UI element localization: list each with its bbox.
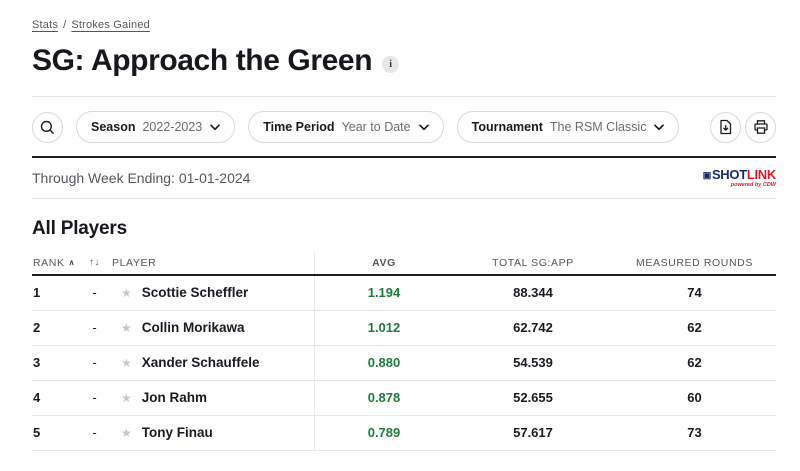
player-name[interactable]: Xander Schauffele <box>141 355 260 370</box>
avg-cell: 0.789 <box>367 425 401 440</box>
download-button[interactable] <box>710 111 741 143</box>
season-dropdown[interactable]: Season 2022-2023 <box>76 111 236 143</box>
favorite-star-icon[interactable]: ★ <box>121 285 132 300</box>
movement-sort-icon[interactable]: ↑↓ <box>88 257 101 268</box>
breadcrumb: Stats / Strokes Gained <box>32 0 776 31</box>
filter-divider <box>32 156 776 158</box>
breadcrumb-link-stats[interactable]: Stats <box>32 19 59 31</box>
page-title: SG: Approach the Green <box>32 44 373 77</box>
through-week-ending: Through Week Ending: 01-01-2024 <box>32 170 251 187</box>
movement-cell: - <box>92 285 97 300</box>
tournament-dropdown[interactable]: Tournament The RSM Classic <box>456 111 680 143</box>
breadcrumb-link-strokes-gained[interactable]: Strokes Gained <box>71 19 150 31</box>
season-label: Season <box>91 120 136 134</box>
table-header: RANK ∧ ↑↓ PLAYER AVG TOTAL SG:APP MEASUR… <box>32 251 776 276</box>
title-divider <box>32 96 776 97</box>
printer-icon <box>753 120 768 134</box>
shotlink-text-shot: SHOT <box>711 167 747 182</box>
avg-cell: 0.880 <box>367 355 401 370</box>
table-row[interactable]: 1 - ★ Scottie Scheffler 1.194 88.344 74 <box>32 275 776 311</box>
player-name[interactable]: Collin Morikawa <box>141 320 245 335</box>
download-file-icon <box>720 119 732 135</box>
shotlink-text-link: LINK <box>746 167 776 182</box>
avg-column-header[interactable]: AVG <box>372 256 396 269</box>
table-row[interactable]: 3 - ★ Xander Schauffele 0.880 54.539 62 <box>32 345 776 381</box>
favorite-star-icon[interactable]: ★ <box>121 355 132 370</box>
total-sg-app-cell: 57.617 <box>513 425 553 440</box>
chevron-down-icon <box>210 123 221 130</box>
player-name[interactable]: Jon Rahm <box>141 390 208 405</box>
movement-cell: - <box>92 390 97 405</box>
all-players-heading: All Players <box>32 217 127 239</box>
measured-rounds-cell: 73 <box>687 425 702 440</box>
rank-cell: 4 <box>33 390 41 405</box>
table-row[interactable]: 2 - ★ Collin Morikawa 1.012 62.742 62 <box>32 310 776 346</box>
breadcrumb-separator: / <box>63 19 67 31</box>
sort-ascending-caret-icon: ∧ <box>68 258 76 267</box>
avg-cell: 1.194 <box>367 285 401 300</box>
season-value: 2022-2023 <box>142 120 203 134</box>
total-sg-app-cell: 88.344 <box>513 285 553 300</box>
time-period-dropdown[interactable]: Time Period Year to Date <box>248 111 444 143</box>
player-name[interactable]: Scottie Scheffler <box>141 285 249 300</box>
tournament-label: Tournament <box>471 120 543 134</box>
print-button[interactable] <box>745 111 776 143</box>
rank-cell: 1 <box>33 285 41 300</box>
favorite-star-icon[interactable]: ★ <box>121 320 132 335</box>
through-week-divider <box>32 197 776 199</box>
chevron-down-icon <box>654 123 665 130</box>
time-period-label: Time Period <box>263 120 335 134</box>
total-sg-app-cell: 52.655 <box>513 390 553 405</box>
avg-cell: 1.012 <box>367 320 401 335</box>
tournament-value: The RSM Classic <box>549 120 647 134</box>
rank-cell: 5 <box>33 425 41 440</box>
avg-cell: 0.878 <box>367 390 401 405</box>
shotlink-logo[interactable]: ▣SHOTLINK powered by CDW <box>702 167 777 189</box>
time-period-value: Year to Date <box>341 120 411 134</box>
measured-rounds-cell: 60 <box>687 390 702 405</box>
movement-cell: - <box>92 355 97 370</box>
measured-rounds-cell: 74 <box>687 285 702 300</box>
favorite-star-icon[interactable]: ★ <box>121 425 132 440</box>
search-icon <box>40 120 55 134</box>
shotlink-tagline: powered by CDW <box>730 182 776 188</box>
player-column-header[interactable]: PLAYER <box>112 256 157 269</box>
table-row[interactable]: 4 - ★ Jon Rahm 0.878 52.655 60 <box>32 380 776 416</box>
movement-cell: - <box>92 425 97 440</box>
total-sg-app-cell: 62.742 <box>513 320 553 335</box>
player-name[interactable]: Tony Finau <box>141 425 213 440</box>
measured-rounds-cell: 62 <box>687 355 702 370</box>
shotlink-box-icon: ▣ <box>702 170 712 180</box>
movement-cell: - <box>92 320 97 335</box>
measured-rounds-column-header[interactable]: MEASURED ROUNDS <box>636 256 753 269</box>
total-sg-app-column-header[interactable]: TOTAL SG:APP <box>492 256 574 269</box>
rank-cell: 3 <box>33 355 41 370</box>
rank-cell: 2 <box>33 320 41 335</box>
search-button[interactable] <box>32 111 63 143</box>
total-sg-app-cell: 54.539 <box>513 355 553 370</box>
table-row[interactable]: 5 - ★ Tony Finau 0.789 57.617 73 <box>32 415 776 451</box>
measured-rounds-cell: 62 <box>687 320 702 335</box>
info-icon[interactable]: i <box>382 55 400 73</box>
chevron-down-icon <box>418 123 429 130</box>
favorite-star-icon[interactable]: ★ <box>121 390 132 405</box>
rank-column-header[interactable]: RANK <box>33 256 65 269</box>
